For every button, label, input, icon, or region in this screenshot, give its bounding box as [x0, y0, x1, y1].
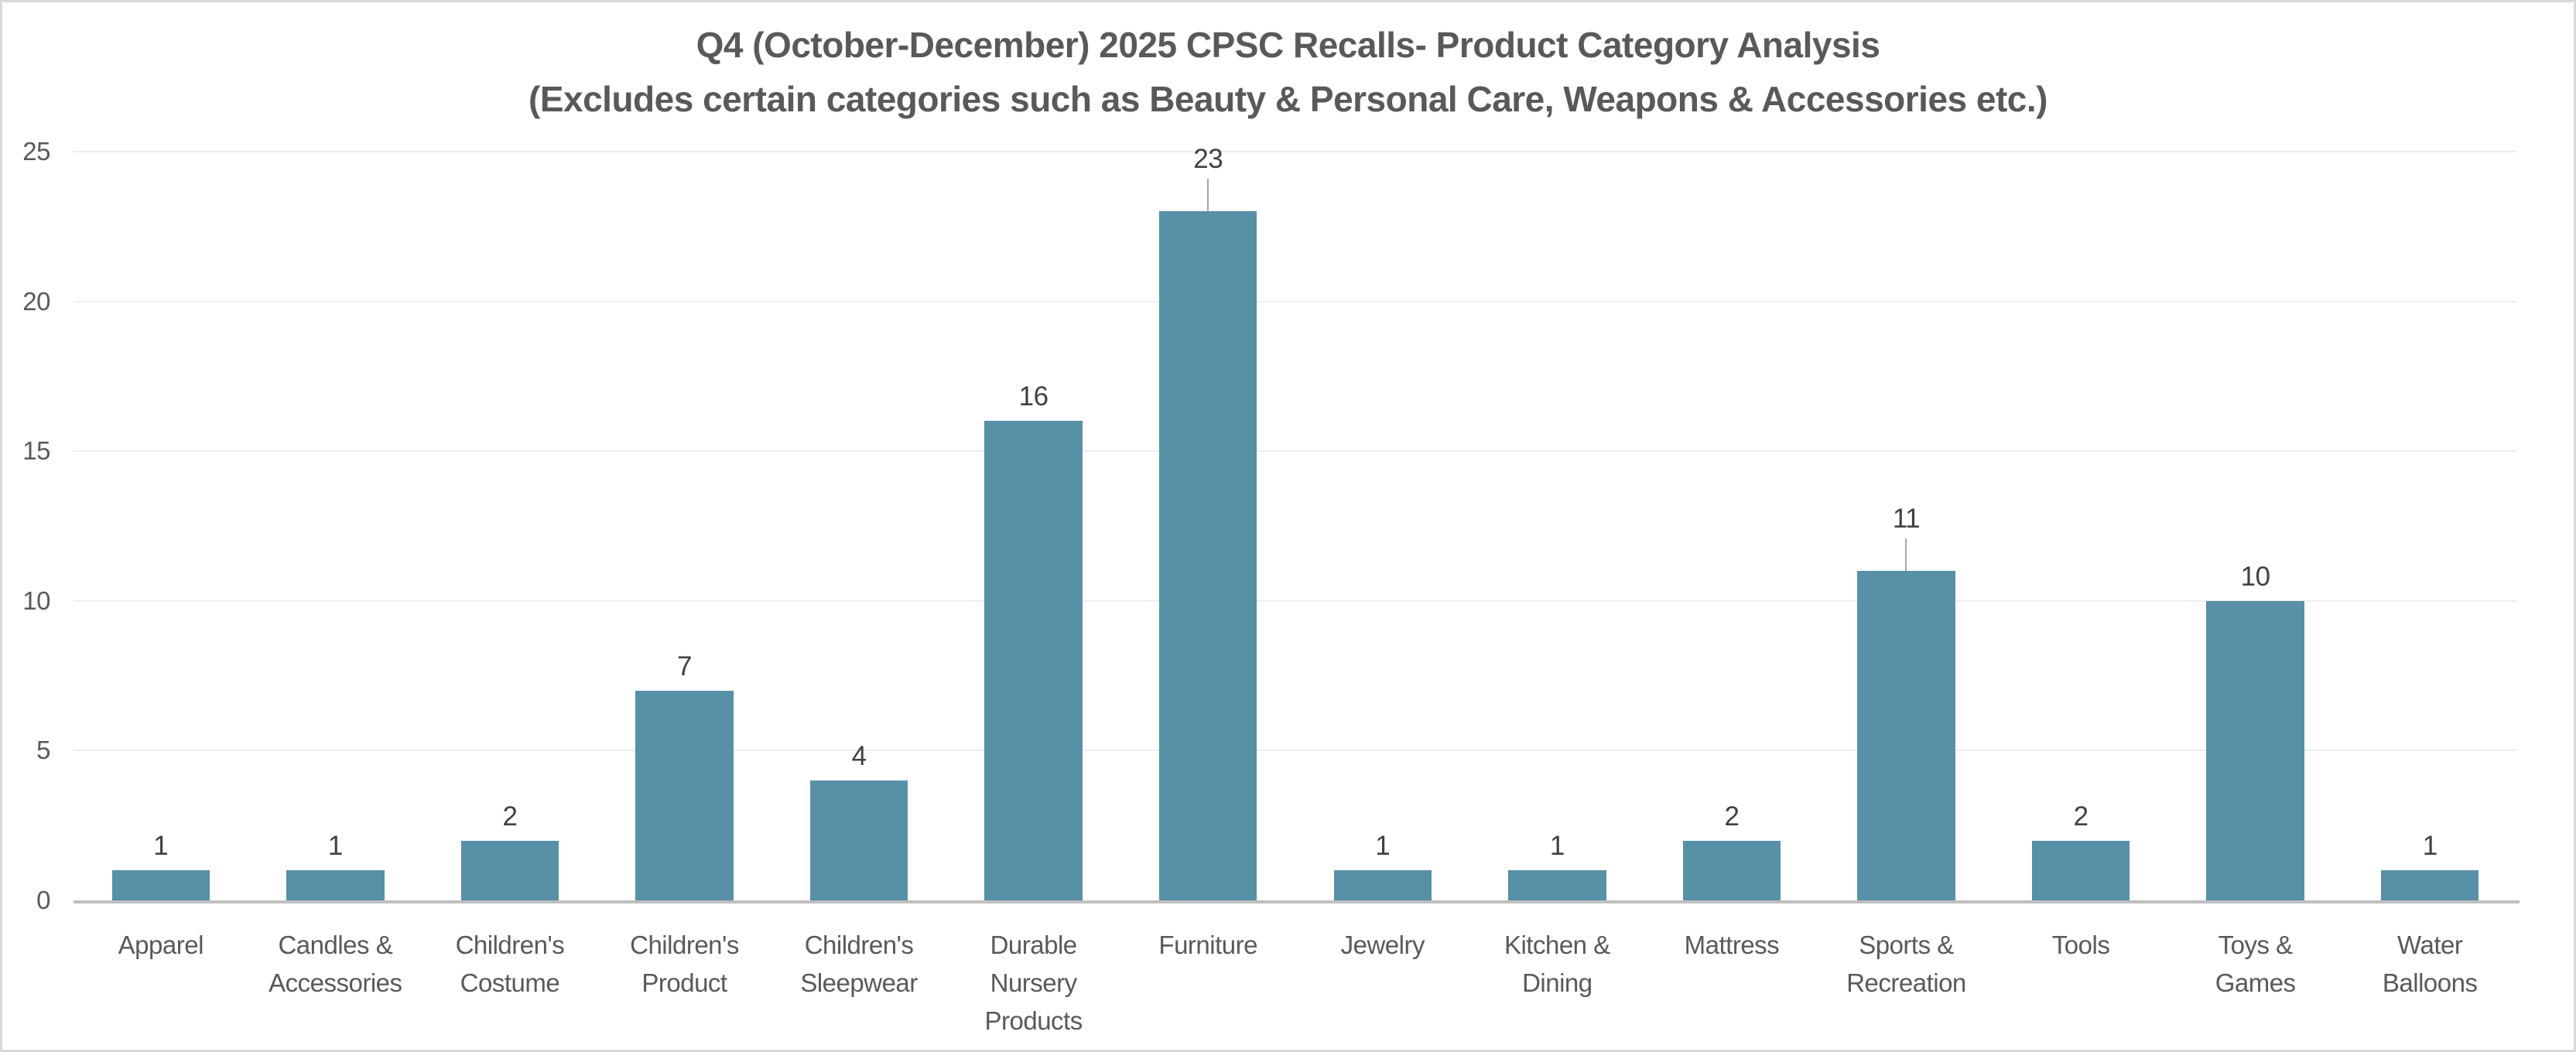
- bar-value-label: 2: [502, 801, 518, 832]
- category-label: Mattress: [1684, 931, 1780, 959]
- bar-column: 1: [2342, 152, 2517, 900]
- bar: [2031, 840, 2130, 900]
- y-tick-label: 10: [22, 586, 50, 615]
- category-label: Children's Sleepwear: [800, 931, 918, 997]
- bar-column: 16: [946, 152, 1121, 900]
- bar-column: 1: [74, 152, 248, 900]
- y-tick-label: 20: [22, 286, 50, 316]
- bar-column: 2: [422, 152, 597, 900]
- bar-value-label: 1: [1549, 831, 1565, 862]
- bar-value-label: 1: [327, 831, 343, 862]
- category-label: Candles & Accessories: [269, 931, 402, 997]
- bar: [635, 690, 734, 900]
- bar-value-label: 1: [2422, 831, 2437, 862]
- bar-value-label: 2: [1724, 801, 1740, 832]
- bar-value-label: 23: [1193, 144, 1223, 175]
- bar: [111, 870, 210, 900]
- gridline-15: [74, 450, 2517, 453]
- bar-column: 4: [771, 152, 946, 900]
- chart-title-block: Q4 (October-December) 2025 CPSC Recalls-…: [2, 18, 2574, 126]
- bar-value-label: 11: [1892, 504, 1921, 535]
- category-label: Tools: [2051, 931, 2110, 959]
- gridline-10: [74, 599, 2517, 602]
- bar-value-label: 1: [153, 831, 169, 862]
- chart-subtitle: (Excludes certain categories such as Bea…: [529, 79, 2047, 119]
- x-axis-line: [74, 900, 2520, 903]
- plot-area: 1 1 2 7 4 16 23 1 1 2 11 2 10 1: [74, 144, 2517, 900]
- bar-value-label: 10: [2240, 561, 2270, 592]
- bar: [286, 870, 385, 900]
- bar-column: 2: [1644, 152, 1819, 900]
- gridline-20: [74, 300, 2517, 302]
- bar: [460, 840, 559, 900]
- bar-column: 10: [2168, 152, 2343, 900]
- category-label: Water Balloons: [2382, 931, 2478, 997]
- bar-column: 1: [248, 152, 423, 900]
- bar: [1508, 870, 1606, 900]
- category-label: Children's Product: [630, 931, 739, 997]
- gridline-25: [74, 151, 2517, 152]
- bar: [1159, 211, 1257, 900]
- bar: [1333, 870, 1432, 900]
- category-label: Apparel: [118, 931, 204, 959]
- category-label: Durable Nursery Products: [984, 931, 1083, 1035]
- bar-value-label: 16: [1018, 381, 1049, 412]
- bar-value-label: 1: [1375, 831, 1391, 862]
- y-tick-label: 25: [22, 137, 50, 166]
- bar: [809, 780, 908, 900]
- data-label-leader-line: [1207, 179, 1209, 212]
- category-label: Kitchen & Dining: [1504, 931, 1610, 997]
- bar: [1682, 840, 1781, 900]
- category-label: Jewelry: [1340, 931, 1425, 959]
- bar: [1857, 571, 1955, 900]
- bar-column: 11: [1819, 152, 1994, 900]
- category-label: Furniture: [1158, 931, 1257, 959]
- bar-column: 7: [597, 152, 772, 900]
- gridline-5: [74, 750, 2517, 752]
- category-label: Children's Costume: [455, 931, 565, 997]
- bar-value-label: 4: [851, 741, 867, 772]
- bar-value-label: 2: [2073, 801, 2089, 832]
- bar-column: 1: [1470, 152, 1645, 900]
- category-label: Sports & Recreation: [1846, 931, 1966, 997]
- bar-column: 23: [1120, 144, 1295, 900]
- bar-column: 2: [1993, 152, 2168, 900]
- category-label: Toys & Games: [2215, 931, 2296, 997]
- data-label-leader-line: [1905, 538, 1907, 572]
- chart-title: Q4 (October-December) 2025 CPSC Recalls-…: [696, 25, 1880, 65]
- bar-value-label: 7: [677, 651, 692, 681]
- y-tick-label: 0: [36, 886, 50, 914]
- y-tick-label: 15: [22, 436, 50, 466]
- bar: [2381, 870, 2479, 900]
- bar: [984, 421, 1083, 900]
- y-tick-label: 5: [36, 736, 50, 765]
- bar: [2206, 600, 2304, 900]
- bar-column: 1: [1295, 152, 1470, 900]
